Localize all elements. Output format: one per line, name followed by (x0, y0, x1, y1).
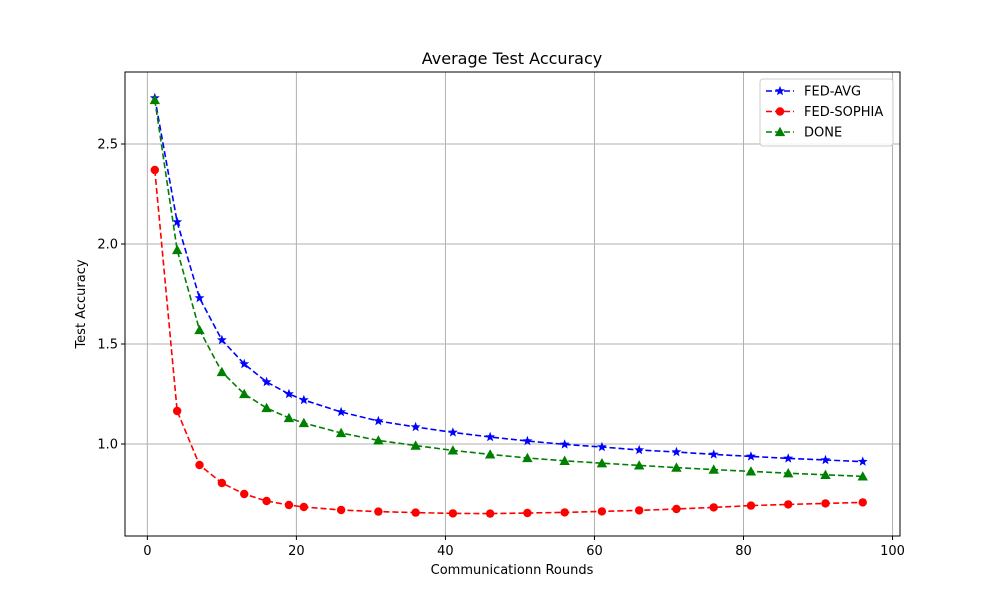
data-point-done (783, 468, 794, 478)
data-point-fed-avg (447, 427, 458, 437)
y-tick-label: 1.0 (97, 438, 118, 453)
legend-marker-fed-sophia (775, 107, 785, 116)
y-tick-label: 1.5 (97, 338, 118, 353)
data-point-fed-sophia (746, 501, 756, 510)
data-point-fed-sophia (523, 508, 532, 518)
data-point-fed-avg (596, 441, 607, 452)
data-point-fed-avg (239, 358, 250, 369)
data-point-fed-sophia (821, 499, 830, 508)
x-tick-label: 60 (586, 544, 603, 559)
legend-label-fed-avg: FED-AVG (804, 85, 861, 100)
data-point-fed-sophia (485, 509, 495, 518)
data-point-done (522, 452, 533, 463)
data-point-done (261, 402, 272, 413)
data-point-done (633, 460, 645, 470)
data-point-fed-avg (746, 451, 756, 461)
legend-box (759, 78, 894, 147)
series-fed-sophia (150, 165, 867, 518)
x-tick-label: 0 (143, 544, 151, 559)
legend-marker-done (774, 126, 786, 137)
data-point-fed-avg (708, 449, 719, 459)
data-point-done (194, 324, 205, 335)
data-point-done (447, 445, 459, 455)
data-point-fed-sophia (709, 503, 718, 512)
series-done (149, 94, 868, 481)
data-point-fed-sophia (284, 500, 294, 510)
data-point-fed-avg (172, 216, 183, 227)
data-point-fed-sophia (858, 498, 867, 507)
data-point-done (559, 455, 570, 465)
data-point-fed-sophia (172, 406, 182, 416)
data-point-fed-avg (559, 439, 570, 449)
data-point-fed-sophia (150, 165, 160, 175)
x-tick-label: 100 (880, 544, 905, 559)
data-point-done (708, 464, 719, 474)
data-point-fed-avg (820, 454, 831, 465)
chart-title: Average Test Accuracy (422, 49, 602, 68)
x-axis-label: Communicationn Rounds (431, 563, 594, 578)
data-point-fed-sophia (195, 460, 204, 470)
data-point-fed-sophia (784, 500, 793, 509)
series-layer (149, 92, 868, 518)
data-point-fed-avg (634, 444, 645, 455)
data-point-done (484, 449, 496, 459)
data-point-fed-sophia (597, 507, 607, 516)
data-point-done (171, 244, 183, 255)
data-point-fed-sophia (217, 478, 227, 488)
data-point-done (820, 469, 831, 479)
y-axis-label: Test Accuracy (74, 259, 89, 349)
data-point-fed-sophia (299, 502, 309, 512)
legend-marker-fed-avg (775, 85, 785, 96)
data-point-fed-sophia (560, 508, 569, 517)
data-point-fed-sophia (374, 507, 383, 516)
data-point-done (239, 388, 250, 399)
legend-label-done: DONE (804, 126, 842, 141)
series-line-fed-sophia (154, 169, 863, 515)
data-point-fed-sophia (240, 489, 249, 499)
data-point-done (283, 412, 295, 423)
data-point-fed-sophia (672, 504, 681, 514)
data-point-done (596, 458, 608, 468)
data-point-done (671, 462, 682, 472)
data-point-done (410, 440, 421, 450)
data-point-fed-sophia (336, 505, 346, 515)
plot-area-frame (124, 71, 901, 537)
data-point-fed-avg (857, 456, 868, 466)
data-point-done (857, 471, 868, 481)
data-point-done (335, 427, 347, 438)
data-point-fed-avg (194, 292, 205, 303)
x-tick-label: 40 (437, 544, 454, 559)
data-point-done (149, 94, 161, 105)
legend-label-fed-sophia: FED-SOPHIA (804, 105, 883, 120)
data-point-done (216, 366, 228, 377)
data-point-fed-sophia (411, 508, 420, 517)
data-point-done (745, 466, 757, 476)
y-tick-label: 2.5 (97, 138, 118, 153)
data-point-fed-avg (485, 431, 496, 442)
data-point-fed-avg (522, 435, 533, 446)
data-point-done (373, 435, 384, 445)
data-point-fed-sophia (448, 509, 458, 518)
data-point-done (298, 417, 310, 428)
data-point-fed-avg (671, 446, 682, 457)
data-point-fed-sophia (262, 496, 271, 506)
data-point-fed-avg (261, 376, 272, 387)
axis-ticks: 0 20 40 60 80 100 1.0 1.5 2.0 2.5 (97, 138, 905, 560)
x-tick-label: 20 (288, 544, 305, 559)
data-point-fed-avg (410, 421, 421, 432)
data-point-fed-sophia (634, 506, 644, 515)
x-tick-label: 80 (735, 544, 752, 559)
data-point-fed-avg (216, 334, 227, 345)
y-tick-label: 2.0 (97, 238, 118, 253)
data-point-fed-avg (298, 394, 309, 405)
data-point-fed-avg (783, 453, 794, 463)
data-point-fed-avg (336, 406, 347, 417)
data-point-fed-avg (284, 388, 294, 399)
legend: FED-AVG FED-SOPHIA DONE (759, 78, 894, 147)
data-point-fed-avg (373, 415, 384, 426)
